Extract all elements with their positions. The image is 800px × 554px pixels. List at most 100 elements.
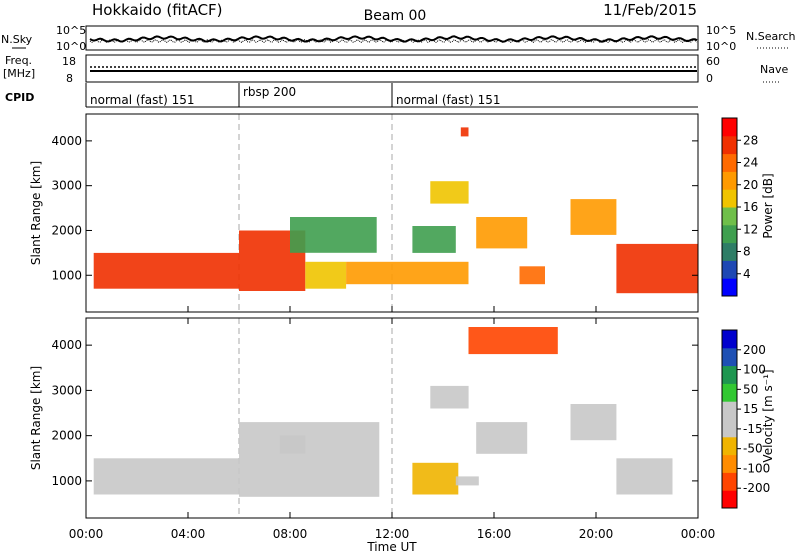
colorbar-swatch [722, 278, 737, 297]
colorbar-tick-label: 12 [743, 222, 758, 236]
scatter-region [616, 243, 698, 294]
velocity-panel [93, 318, 673, 518]
colorbar-tick-label: 100 [743, 363, 766, 377]
nsky-strip-frame [85, 25, 699, 51]
nsky-label: N.Sky [1, 33, 33, 46]
power-yticks: 4000 3000 2000 1000 [51, 134, 698, 282]
freq-strip-frame [85, 54, 699, 83]
colorbar-swatch [722, 472, 737, 491]
colorbar-tick-label: 4 [743, 267, 751, 281]
colorbar-swatch [722, 419, 737, 438]
cpid-label: CPID [5, 91, 34, 104]
colorbar-swatch [722, 189, 737, 208]
y-tick-label: 2000 [51, 429, 82, 443]
colorbar-swatch [722, 260, 737, 279]
nsearch-trace [89, 38, 698, 44]
colorbar-tick-label: 16 [743, 200, 758, 214]
colorbar-tick-label: 28 [743, 133, 758, 147]
y-tick-label: 1000 [51, 268, 82, 282]
scatter-region [239, 422, 380, 497]
colorbar-swatch [722, 490, 737, 509]
date-title: 11/Feb/2015 [603, 1, 697, 19]
colorbar-swatch [722, 365, 737, 384]
x-tick-label: 12:00 [375, 527, 410, 541]
freq-label: Freq. [5, 54, 32, 67]
freq-tick-bottom: 8 [66, 72, 73, 85]
scatter-region [519, 266, 545, 285]
scatter-region [455, 476, 479, 486]
scatter-region [305, 261, 347, 289]
scatter-region [346, 261, 469, 285]
scatter-region [412, 462, 459, 495]
scatter-region [290, 217, 377, 253]
power-panel [93, 114, 698, 312]
colorbar-swatch [722, 242, 737, 261]
nave-tick-top: 60 [706, 55, 720, 68]
scatter-region [430, 385, 469, 409]
time-axis-ticks: 00:00 04:00 08:00 12:00 16:00 20:00 00:00 [69, 306, 716, 541]
colorbar-swatch [722, 153, 737, 172]
nsearch-tick-top: 10^5 [706, 24, 736, 37]
colorbar-swatch [722, 383, 737, 402]
colorbar-frame [721, 329, 738, 509]
y-tick-label: 1000 [51, 474, 82, 488]
colorbar-swatch [722, 330, 737, 349]
colorbar-swatch [722, 171, 737, 190]
colorbar-tick-label: -100 [743, 461, 770, 475]
x-tick-label: 16:00 [477, 527, 512, 541]
scatter-region [468, 327, 558, 355]
x-tick-label: 00:00 [681, 527, 716, 541]
x-tick-label: 00:00 [69, 527, 104, 541]
scatter-region [430, 181, 469, 204]
colorbar-tick-label: -200 [743, 481, 770, 495]
velocity-colorbar-label: Velocity [m s⁻¹] [761, 369, 775, 462]
scatter-region [93, 252, 239, 289]
colorbar-swatch [722, 224, 737, 244]
scatter-region [476, 422, 528, 454]
velocity-ylabel: Slant Range [km] [29, 366, 43, 470]
colorbar-tick-label: 50 [743, 382, 758, 396]
colorbar-tick-label: 8 [743, 245, 751, 259]
nsearch-label: N.Search [746, 30, 796, 43]
colorbar-swatch [722, 207, 737, 226]
y-tick-label: 3000 [51, 383, 82, 397]
y-tick-label: 3000 [51, 179, 82, 193]
scatter-region [570, 199, 617, 235]
time-axis-label: Time UT [366, 540, 417, 554]
scatter-region [460, 127, 469, 137]
nave-tick-bottom: 0 [706, 72, 713, 85]
scatter-region [279, 435, 306, 454]
colorbar-swatch [722, 118, 737, 137]
nsky-trace [89, 35, 698, 43]
station-title: Hokkaido (fitACF) [92, 1, 223, 19]
colorbar-tick-label: -15 [743, 422, 763, 436]
x-tick-label: 04:00 [171, 527, 206, 541]
scatter-region [412, 226, 456, 253]
scatter-region [570, 404, 617, 441]
scatter-region [93, 458, 239, 495]
velocity-yticks: 4000 3000 2000 1000 [51, 338, 698, 488]
colorbar-swatch [722, 347, 737, 367]
nsky-tick-top: 10^5 [56, 24, 86, 37]
nave-label: Nave [760, 63, 788, 76]
cpid-segments: normal (fast) 151 rbsp 200 normal (fast) 1… [85, 83, 500, 107]
y-tick-label: 4000 [51, 338, 82, 352]
colorbar-swatch [722, 401, 737, 420]
y-tick-label: 2000 [51, 223, 82, 237]
power-ylabel: Slant Range [km] [29, 161, 43, 265]
colorbar-swatch [722, 135, 737, 155]
colorbar-tick-label: 20 [743, 178, 758, 192]
power-colorbar-label: Power [dB] [761, 173, 775, 238]
power-colorbar: 28 24 20 16 12 8 4 [721, 117, 758, 297]
nsearch-tick-bottom: 10^0 [706, 40, 736, 53]
colorbar-swatch [722, 436, 737, 456]
nsky-tick-bottom: 10^0 [56, 40, 86, 53]
freq-unit: [MHz] [3, 67, 35, 80]
colorbar-swatch [722, 454, 737, 473]
x-tick-label: 20:00 [579, 527, 614, 541]
cpid-segment-label: normal (fast) 151 [396, 93, 500, 107]
cpid-segment-label: rbsp 200 [243, 85, 296, 99]
y-tick-label: 4000 [51, 134, 82, 148]
colorbar-tick-label: 15 [743, 402, 758, 416]
